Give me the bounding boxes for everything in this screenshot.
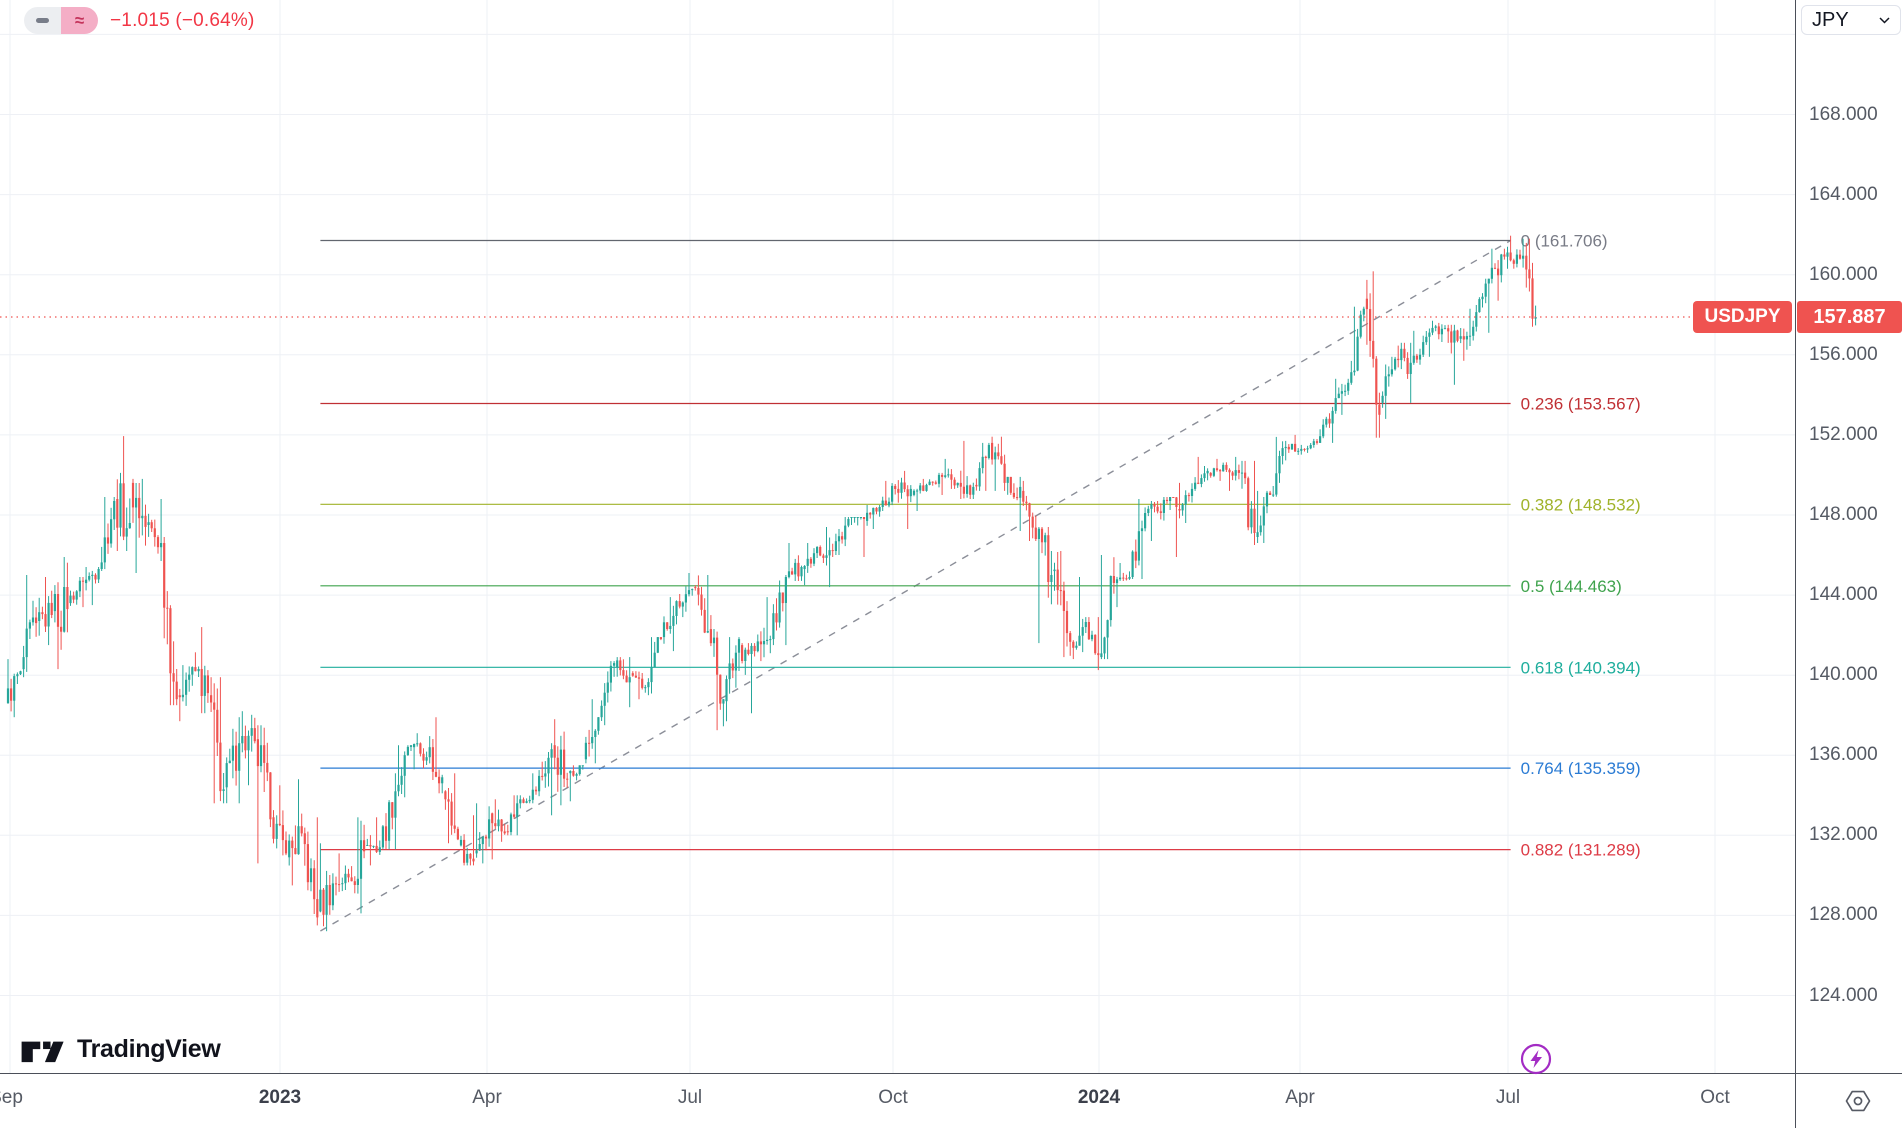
price-axis-tick: 164.000	[1809, 184, 1878, 205]
price-change-text: −1.015 (−0.64%)	[110, 9, 255, 31]
fib-level-label: 0.882 (131.289)	[1521, 841, 1641, 860]
candlestick-chart-pane[interactable]: 0 (161.706) 0.236 (153.567) 0.382 (148.532…	[0, 0, 1795, 1073]
gear-icon	[1845, 1090, 1871, 1112]
time-axis-tick: Apr	[472, 1087, 502, 1108]
fib-level-label: 0.382 (148.532)	[1521, 495, 1641, 514]
fib-level-label: 0.5 (144.463)	[1521, 577, 1622, 596]
time-axis-tick: 2023	[258, 1087, 302, 1108]
tradingview-logo-icon	[21, 1041, 64, 1062]
legend: ≈ −1.015 (−0.64%)	[24, 7, 255, 34]
price-axis-tick: 136.000	[1809, 744, 1878, 765]
fib-level-label: 0.236 (153.567)	[1521, 395, 1641, 414]
price-axis-tick: 168.000	[1809, 104, 1878, 125]
price-axis-tick: 128.000	[1809, 904, 1878, 925]
price-axis[interactable]: 168.000 164.000 160.000 156.000 152.000 148.0…	[1796, 0, 1902, 1073]
time-axis-tick: Apr	[1285, 1087, 1315, 1108]
price-axis-tick: 160.000	[1809, 264, 1878, 285]
price-axis-tick: 156.000	[1809, 344, 1878, 365]
fib-levels: 0 (161.706) 0.236 (153.567) 0.382 (148.532…	[320, 232, 1641, 860]
price-axis-tick: 144.000	[1809, 584, 1878, 605]
time-axis-tick: 2024	[1077, 1087, 1121, 1108]
price-axis-tick: 140.000	[1809, 664, 1878, 685]
time-axis-separator	[0, 1073, 1902, 1074]
price-axis-tick: 152.000	[1809, 424, 1878, 445]
time-axis-tick: Sep	[0, 1087, 23, 1108]
currency-label: JPY	[1812, 8, 1849, 31]
time-axis-tick: Jul	[677, 1087, 703, 1108]
currency-button[interactable]: JPY	[1801, 5, 1901, 35]
tradingview-logo-text: TradingView	[77, 1035, 221, 1063]
chevron-down-icon	[1879, 16, 1890, 24]
last-price-symbol-tag: USDJPY	[1693, 301, 1792, 333]
candlestick-series	[6, 235, 1537, 932]
price-axis-tick: 148.000	[1809, 504, 1878, 525]
lightning-events-button[interactable]	[1519, 1042, 1553, 1076]
last-price-value-tag: 157.887	[1797, 301, 1902, 333]
grid	[0, 0, 1795, 1073]
time-axis-tick: Oct	[878, 1087, 908, 1108]
approx-icon[interactable]: ≈	[61, 7, 98, 34]
lightning-icon	[1520, 1043, 1552, 1075]
fib-level-label: 0.618 (140.394)	[1521, 658, 1641, 677]
tradingview-logo[interactable]: TradingView	[20, 1035, 221, 1064]
time-axis[interactable]: Sep 2023 Apr Jul Oct 2024 Apr Jul Oct	[0, 1074, 1902, 1128]
legend-toggle-pill[interactable]: ≈	[24, 7, 98, 34]
price-axis-tick: 124.000	[1809, 985, 1878, 1006]
fib-level-label: 0.764 (135.359)	[1521, 759, 1641, 778]
time-axis-tick: Oct	[1700, 1087, 1730, 1108]
fib-level-label: 0 (161.706)	[1521, 232, 1608, 251]
time-axis-tick: Jul	[1495, 1087, 1521, 1108]
minus-icon[interactable]	[24, 7, 61, 34]
price-axis-tick: 132.000	[1809, 824, 1878, 845]
axis-settings-button[interactable]	[1845, 1090, 1871, 1112]
price-axis-separator	[1795, 0, 1796, 1128]
